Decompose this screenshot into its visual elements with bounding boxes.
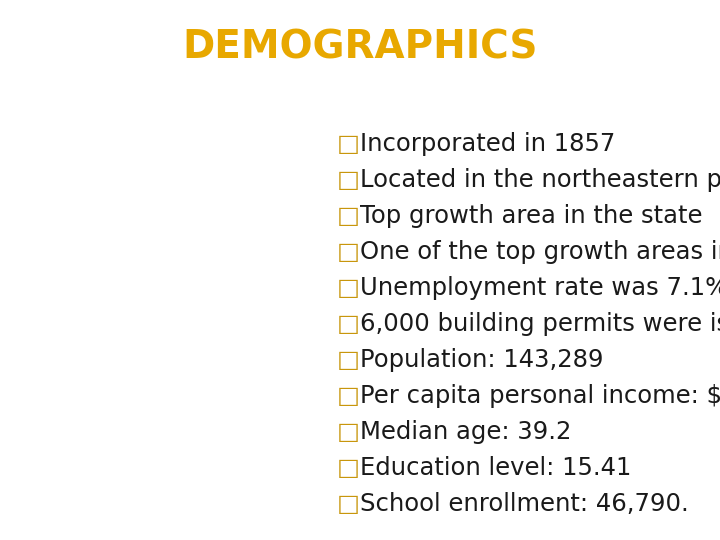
Text: □: □ [337, 492, 360, 516]
Text: □: □ [337, 384, 360, 408]
Text: Located in the northeastern part of the state: Located in the northeastern part of the … [360, 168, 720, 192]
Text: Unemployment rate was 7.1%: Unemployment rate was 7.1% [360, 276, 720, 300]
Text: Education level: 15.41: Education level: 15.41 [360, 456, 631, 480]
Text: □: □ [337, 240, 360, 264]
Text: □: □ [337, 420, 360, 444]
Text: School enrollment: 46,790.: School enrollment: 46,790. [360, 492, 689, 516]
Text: One of the top growth areas in the country.: One of the top growth areas in the count… [360, 240, 720, 264]
Text: Population: 143,289: Population: 143,289 [360, 348, 603, 372]
Text: Median age: 39.2: Median age: 39.2 [360, 420, 572, 444]
Text: DEMOGRAPHICS: DEMOGRAPHICS [182, 28, 538, 66]
Text: 6,000 building permits were issued.: 6,000 building permits were issued. [360, 312, 720, 336]
Text: Per capita personal income: $45,012: Per capita personal income: $45,012 [360, 384, 720, 408]
Text: □: □ [337, 168, 360, 192]
Text: □: □ [337, 456, 360, 480]
Text: Top growth area in the state: Top growth area in the state [360, 204, 703, 228]
Text: □: □ [337, 348, 360, 372]
Text: Incorporated in 1857: Incorporated in 1857 [360, 132, 616, 156]
Text: □: □ [337, 204, 360, 228]
Text: □: □ [337, 276, 360, 300]
Text: □: □ [337, 132, 360, 156]
Text: □: □ [337, 312, 360, 336]
